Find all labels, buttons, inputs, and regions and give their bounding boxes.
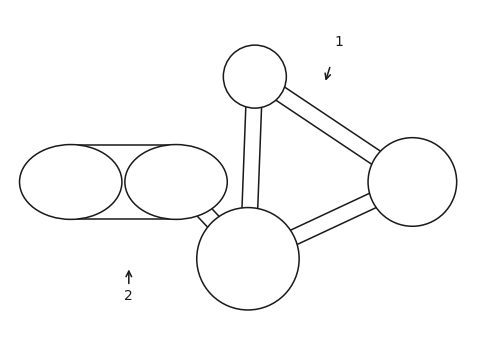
Ellipse shape (124, 145, 227, 219)
Ellipse shape (367, 138, 456, 226)
Text: 1: 1 (333, 35, 342, 49)
Ellipse shape (196, 208, 299, 310)
Ellipse shape (20, 145, 122, 219)
Ellipse shape (223, 45, 286, 108)
Text: 2: 2 (124, 289, 133, 303)
